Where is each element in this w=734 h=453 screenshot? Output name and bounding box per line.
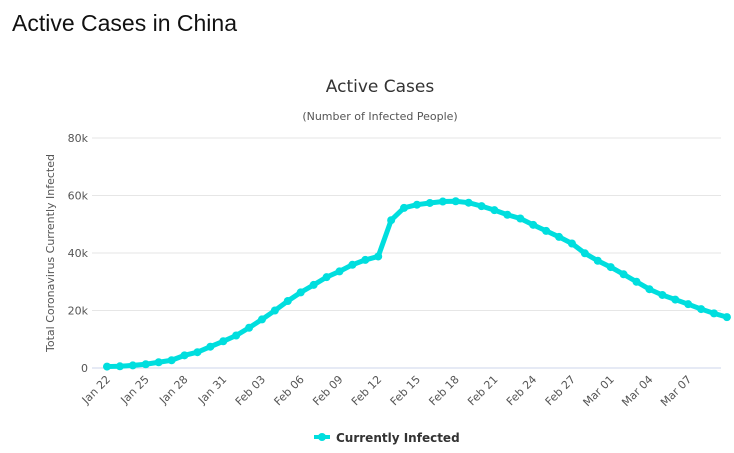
data-point (283, 297, 292, 306)
data-point (141, 360, 150, 369)
x-tick-label: Feb 15 (388, 373, 423, 408)
legend-label: Currently Infected (336, 431, 460, 445)
data-point (697, 305, 706, 314)
legend-marker (318, 433, 326, 441)
data-point (245, 323, 254, 332)
y-tick-label: 60k (68, 190, 89, 203)
data-point (580, 249, 589, 258)
data-point (206, 342, 215, 351)
x-tick-label: Feb 03 (233, 373, 268, 408)
chart-subtitle: (Number of Infected People) (302, 110, 457, 123)
data-point (425, 198, 434, 207)
data-point (438, 197, 447, 206)
data-point (516, 214, 525, 223)
data-point (477, 202, 486, 211)
x-tick-label: Jan 28 (156, 373, 190, 407)
y-axis-label: Total Coronavirus Currently Infected (44, 154, 57, 353)
data-point (219, 337, 228, 346)
x-tick-label: Jan 31 (195, 373, 229, 407)
x-tick-label: Feb 27 (543, 373, 578, 408)
chart-title: Active Cases (326, 77, 435, 97)
data-point (193, 348, 202, 357)
data-point (722, 313, 731, 322)
data-point (658, 290, 667, 299)
x-tick-label: Jan 25 (118, 373, 152, 407)
data-point (115, 362, 124, 371)
data-point (180, 351, 189, 360)
x-tick-label: Feb 09 (310, 373, 345, 408)
data-point (632, 277, 641, 286)
data-point (348, 260, 357, 269)
data-point (710, 309, 719, 318)
data-point (412, 200, 421, 209)
data-point (490, 206, 499, 215)
data-point (374, 252, 383, 261)
x-tick-label: Mar 01 (581, 373, 617, 409)
data-point (619, 270, 628, 279)
data-point (322, 273, 331, 282)
data-point (645, 285, 654, 294)
data-point (154, 358, 163, 367)
data-point (671, 295, 680, 304)
y-tick-label: 0 (81, 362, 88, 375)
data-point (257, 315, 266, 324)
x-tick-label: Feb 06 (272, 373, 307, 408)
data-point (542, 226, 551, 235)
y-tick-label: 80k (68, 132, 89, 145)
data-point (309, 280, 318, 289)
y-tick-label: 40k (68, 247, 89, 260)
x-tick-label: Jan 22 (79, 373, 113, 407)
data-point (335, 267, 344, 276)
page-title: Active Cases in China (12, 10, 237, 36)
data-point (270, 306, 279, 315)
data-point (684, 300, 693, 309)
y-tick-label: 20k (68, 305, 89, 318)
data-point (593, 256, 602, 265)
x-tick-label: Feb 12 (349, 373, 384, 408)
data-point (128, 361, 137, 370)
data-point (451, 197, 460, 206)
data-point (464, 198, 473, 207)
data-point (606, 263, 615, 272)
x-tick-label: Mar 04 (619, 373, 655, 409)
x-tick-label: Feb 18 (426, 373, 461, 408)
x-tick-label: Feb 24 (504, 373, 539, 408)
data-point (503, 210, 512, 219)
data-point (103, 362, 111, 371)
data-point (387, 216, 396, 225)
x-tick-label: Feb 21 (465, 373, 500, 408)
data-point (400, 203, 409, 212)
data-point (567, 239, 576, 248)
data-point (529, 220, 538, 229)
x-tick-label: Mar 07 (658, 373, 694, 409)
data-point (555, 232, 564, 241)
data-point (361, 255, 370, 264)
data-point (232, 331, 241, 340)
data-point (167, 356, 176, 365)
data-point (296, 288, 305, 297)
legend-item[interactable]: Currently Infected (314, 431, 460, 445)
